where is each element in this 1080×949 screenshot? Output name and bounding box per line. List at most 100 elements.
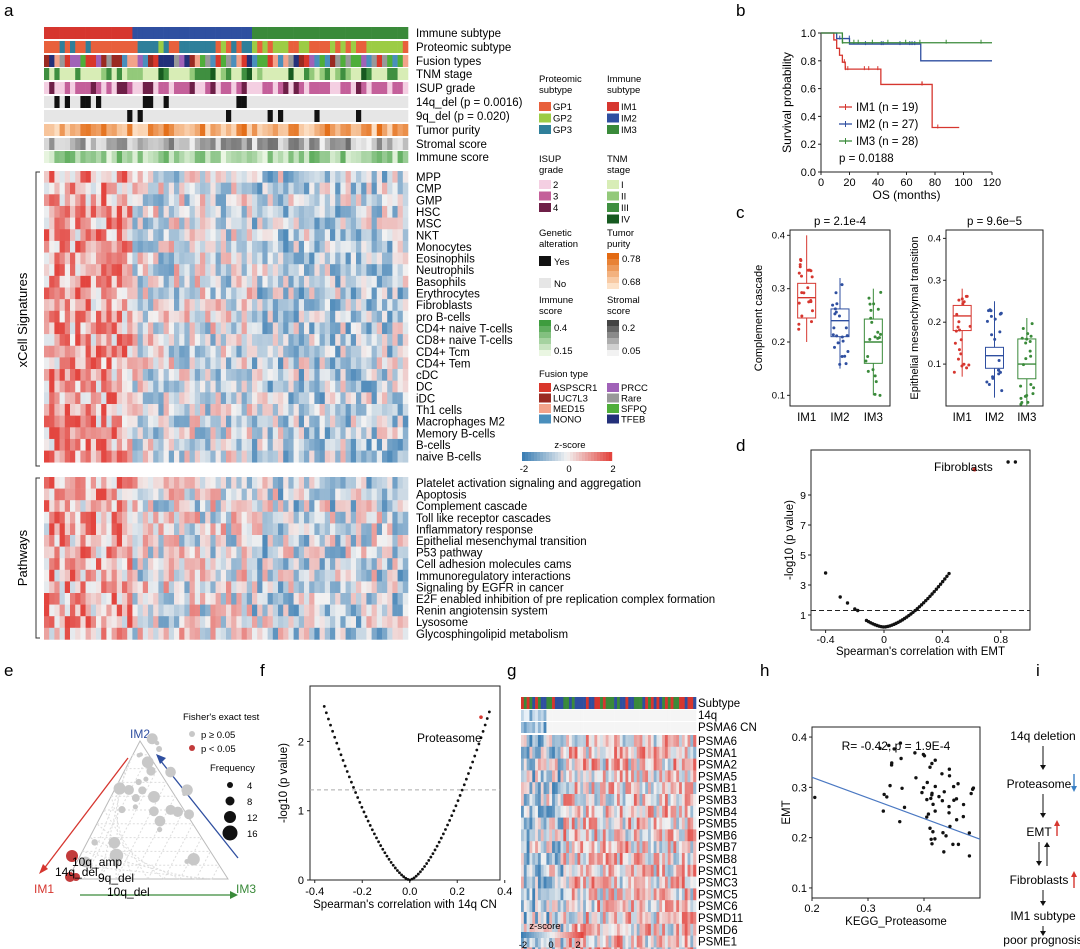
track-cell: [168, 138, 175, 150]
data-point: [958, 328, 962, 332]
track-cell: [366, 151, 372, 163]
heatmap-cell: [628, 805, 632, 818]
heatmap-cell: [526, 853, 530, 866]
xcell-cell: [101, 345, 107, 358]
track-cell: [387, 151, 393, 163]
xcell-cell: [246, 205, 253, 218]
pathway-cell: [70, 593, 76, 605]
x-tick-label: 0: [881, 634, 887, 646]
pathway-cell: [304, 535, 310, 547]
track-cell: [330, 138, 336, 150]
xcell-cell: [335, 275, 341, 288]
legend-proteomic-swatch: [539, 113, 551, 123]
y-tick-label: 1: [298, 806, 304, 818]
xcell-cell: [241, 194, 248, 207]
heatmap-cell: [622, 746, 626, 759]
xcell-cell: [309, 205, 315, 218]
xcell-cell: [366, 415, 372, 428]
cn-psma6-cell: [625, 722, 629, 733]
xcell-cell: [194, 252, 201, 265]
xcell-cell: [283, 182, 289, 195]
cn-psma6-cell: [594, 722, 598, 733]
xcell-cell: [226, 357, 232, 370]
track-cell: [371, 151, 378, 163]
track-cell: [220, 41, 227, 53]
track-cell: [44, 68, 50, 80]
xcell-cell: [215, 299, 222, 312]
heatmap-cell: [591, 853, 595, 866]
xcell-cell: [148, 334, 154, 347]
pathway-cell: [226, 558, 232, 571]
pathway-cell: [70, 627, 76, 640]
pathway-cell: [200, 511, 206, 524]
pathway-cell: [85, 581, 92, 594]
xcell-cell: [376, 171, 383, 183]
pathway-cell: [330, 604, 336, 617]
track-cell: [200, 110, 206, 122]
pathway-cell: [189, 535, 196, 547]
track-cell: [252, 55, 258, 67]
xcell-cell: [340, 334, 346, 347]
xcell-cell: [220, 427, 227, 440]
pathway-cell: [168, 581, 175, 594]
xcell-cell: [59, 357, 66, 370]
data-point: [370, 828, 374, 832]
pathway-cell: [376, 616, 383, 629]
heatmap-cell: [667, 805, 671, 818]
heatmap-cell: [619, 841, 623, 854]
heatmap-cell: [602, 794, 606, 807]
heatmap-cell: [535, 735, 539, 748]
pathway-cell: [304, 627, 310, 640]
track-cell: [231, 82, 237, 94]
data-point: [402, 875, 406, 879]
xcell-cell: [111, 404, 118, 416]
pathway-cell: [80, 488, 86, 501]
pathway-cell: [90, 500, 97, 513]
track-cell: [90, 82, 97, 94]
xcell-cell: [194, 357, 201, 370]
pathway-cell: [319, 477, 326, 489]
xcell-cell: [324, 438, 331, 451]
data-point: [943, 577, 947, 581]
xcell-cell: [387, 287, 393, 300]
pathway-cell: [137, 500, 144, 513]
xcell-cell: [335, 299, 341, 312]
xcell-cell: [101, 275, 107, 288]
track-cell: [350, 55, 357, 67]
track-cell: [371, 55, 378, 67]
size-legend-dot: [222, 825, 238, 841]
track-cell: [402, 124, 409, 136]
box: [985, 346, 1004, 369]
track-cell: [174, 82, 180, 94]
plot-frame: [810, 449, 1031, 631]
pathway-cell: [194, 488, 201, 501]
heatmap-cell: [549, 841, 553, 854]
xcell-cell: [257, 182, 263, 195]
track-cell: [324, 124, 331, 136]
xcell-cell: [257, 205, 263, 218]
track-cell: [184, 82, 190, 94]
track-cell: [75, 55, 81, 67]
pathway-cell: [361, 604, 367, 617]
xcell-cell: [163, 275, 170, 288]
heatmap-cell: [614, 829, 618, 842]
xcell-cell: [272, 275, 279, 288]
xcell-cell: [70, 299, 76, 312]
xcell-cell: [324, 380, 331, 393]
xcell-row-label: pro B-cells: [416, 312, 471, 324]
heatmap-cell: [670, 758, 674, 771]
track-cell: [382, 124, 388, 136]
pathway-cell: [85, 511, 92, 524]
xcell-cell: [319, 171, 326, 183]
pathway-cell: [111, 558, 118, 571]
track-cell: [283, 82, 289, 94]
pathway-cell: [59, 523, 66, 536]
track-cell: [382, 110, 388, 122]
pathway-cell: [54, 593, 60, 605]
xcell-cell: [54, 404, 60, 416]
y-tick-label: 7: [800, 520, 806, 532]
track-cell: [106, 55, 112, 67]
xcell-cell: [324, 310, 331, 323]
cn-14q-cell: [577, 710, 581, 721]
pathway-cell: [106, 581, 112, 594]
